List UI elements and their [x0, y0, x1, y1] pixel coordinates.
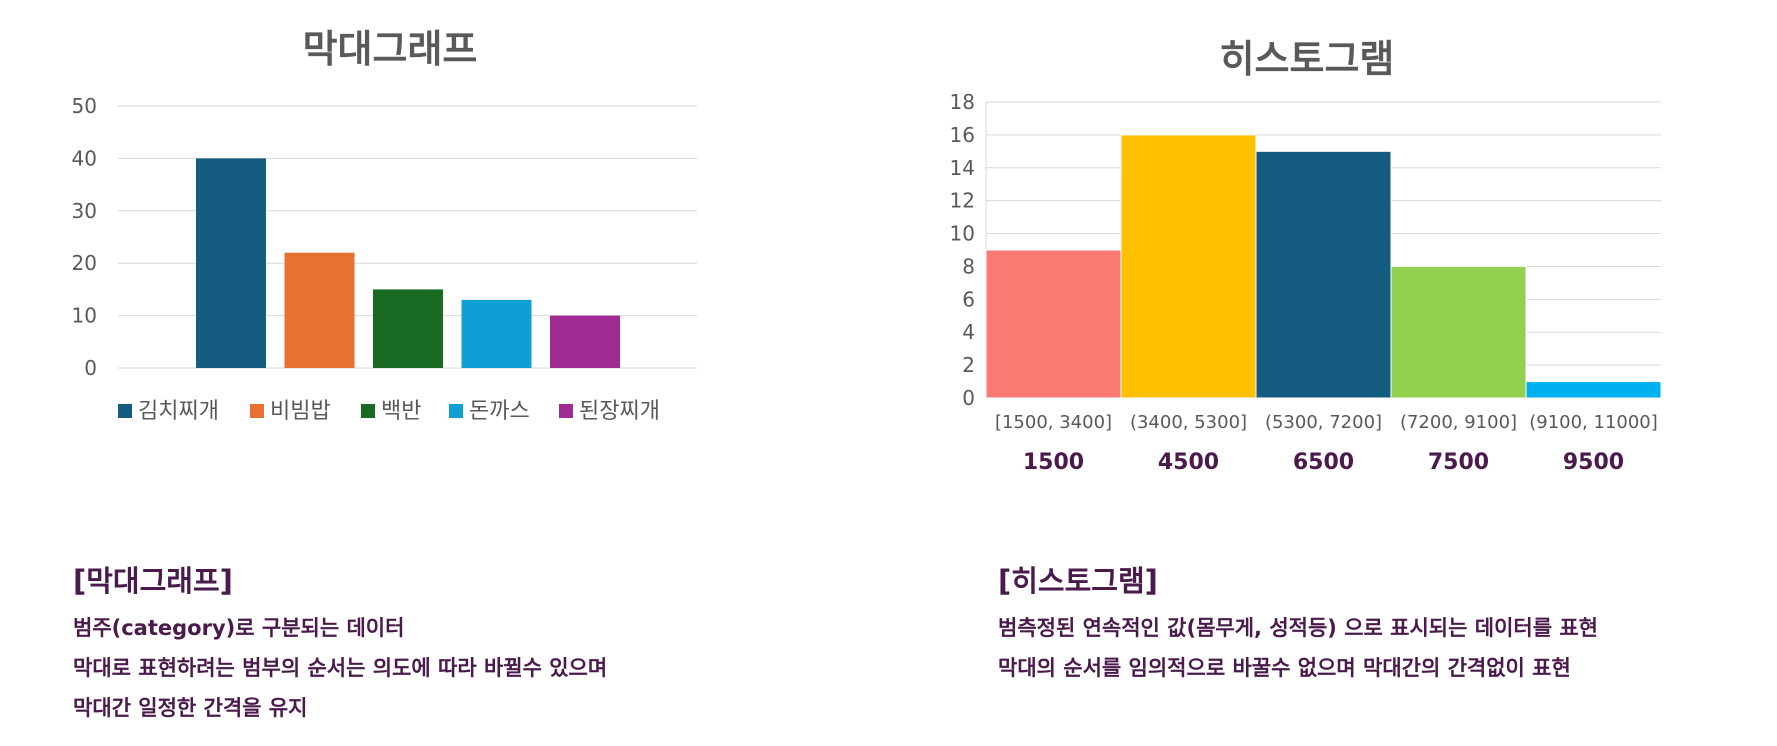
bar-chart-explanation-heading: [막대그래프]	[73, 564, 233, 598]
histogram-representative-label: 1500	[1023, 450, 1084, 475]
histogram-bars	[985, 134, 1662, 399]
bar-chart-bar	[461, 299, 532, 368]
histogram-bar	[1390, 265, 1527, 399]
histogram-explanation-heading: [히스토그램]	[998, 564, 1158, 598]
histogram-y-ticks: 0 2 4 6 8 10 12 14 16 18	[950, 90, 975, 410]
bar-chart-y-tick: 40	[72, 146, 97, 170]
bar-chart-legend-label: 비빔밥	[270, 399, 331, 424]
histogram-y-tick: 2	[962, 353, 975, 377]
bar-chart-y-tick: 50	[72, 94, 97, 118]
bar-chart-y-tick: 30	[72, 199, 97, 223]
bar-chart-legend-label: 백반	[381, 399, 421, 424]
histogram-bin-label: (7200, 9100]	[1400, 412, 1517, 433]
histogram-bin-label: (9100, 11000]	[1529, 412, 1658, 433]
bar-chart-legend-label: 된장찌개	[579, 399, 660, 424]
histogram-representative-labels: 1500 4500 6500 7500 9500	[1023, 450, 1624, 475]
histogram-y-tick: 8	[962, 254, 975, 278]
bar-chart-explanation-line-2: 막대로 표현하려는 범부의 순서는 의도에 따라 바뀔수 있으며	[73, 656, 608, 680]
histogram-y-tick: 4	[962, 320, 975, 344]
histogram-y-tick: 0	[962, 386, 975, 410]
histogram-bin-label: [1500, 3400]	[995, 412, 1112, 433]
bar-chart-bar	[284, 252, 355, 368]
histogram-y-tick: 12	[950, 189, 975, 213]
histogram-representative-label: 7500	[1428, 450, 1489, 475]
histogram-explanation: [히스토그램] 범측정된 연속적인 값(몸무게, 성적등) 으로 표시되는 데이…	[998, 558, 1598, 688]
histogram-bar	[985, 249, 1122, 399]
histogram-bar	[1255, 150, 1392, 399]
bar-chart-y-tick: 20	[72, 251, 97, 275]
bar-chart-y-ticks: 0 10 20 30 40 50	[72, 94, 97, 380]
bar-chart-legend-swatch	[449, 404, 463, 418]
bar-chart-legend-swatch	[559, 404, 573, 418]
bar-chart-legend-swatch	[118, 404, 132, 418]
histogram-representative-label: 4500	[1158, 450, 1219, 475]
histogram-bin-label: (5300, 7200]	[1265, 412, 1382, 433]
histogram-bin-labels: [1500, 3400] (3400, 5300] (5300, 7200] (720…	[995, 412, 1658, 433]
histogram-representative-label: 9500	[1563, 450, 1624, 475]
histogram-explanation-line-2: 막대의 순서를 임의적으로 바꿀수 없으며 막대간의 간격없이 표현	[998, 656, 1571, 680]
histogram-y-tick: 18	[950, 90, 975, 114]
histogram-representative-label: 6500	[1293, 450, 1354, 475]
bar-chart-legend-swatch	[250, 404, 264, 418]
histogram-bin-label: (3400, 5300]	[1130, 412, 1247, 433]
histogram-y-tick: 6	[962, 287, 975, 311]
bar-chart-explanation-line-1: 범주(category)로 구분되는 데이터	[73, 616, 405, 640]
bar-chart-legend-label: 김치찌개	[138, 399, 219, 424]
bar-chart-title: 막대그래프	[303, 27, 478, 71]
bar-chart-explanation-line-3: 막대간 일정한 간격을 유지	[73, 696, 308, 720]
bar-chart-legend: 김치찌개 비빔밥 백반 돈까스 된장찌개	[118, 399, 660, 424]
histogram-bar	[1525, 381, 1662, 399]
bar-chart-bar	[550, 315, 620, 368]
bar-chart-bars	[196, 158, 620, 368]
histogram-y-tick: 14	[950, 156, 975, 180]
bar-chart-legend-swatch	[361, 404, 375, 418]
histogram-y-tick: 10	[950, 222, 975, 246]
histogram-explanation-line-1: 범측정된 연속적인 값(몸무게, 성적등) 으로 표시되는 데이터를 표현	[998, 616, 1598, 640]
bar-chart-legend-label: 돈까스	[469, 399, 530, 424]
bar-chart-bar	[196, 158, 266, 368]
histogram-title: 히스토그램	[1220, 37, 1395, 81]
bar-chart-bar	[373, 289, 443, 368]
bar-chart-y-tick: 10	[72, 304, 97, 328]
histogram-y-tick: 16	[950, 123, 975, 147]
bar-chart-y-tick: 0	[84, 356, 97, 380]
bar-chart-explanation: [막대그래프] 범주(category)로 구분되는 데이터 막대로 표현하려는…	[73, 558, 607, 728]
histogram-bar	[1120, 134, 1257, 399]
